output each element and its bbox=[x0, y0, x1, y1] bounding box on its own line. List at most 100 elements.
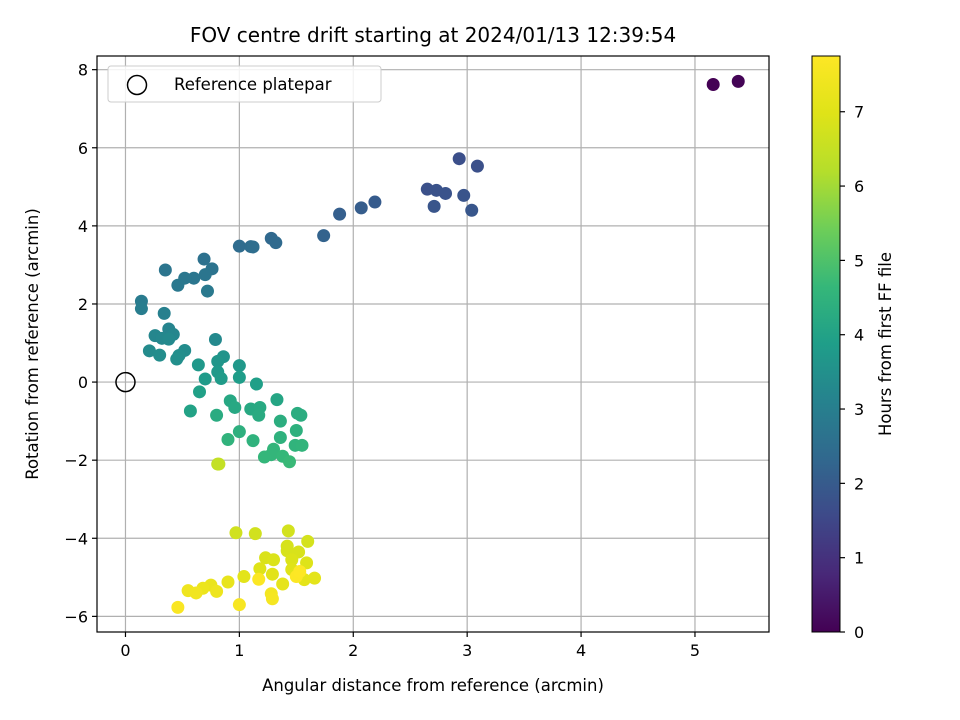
data-point bbox=[232, 239, 246, 253]
data-point bbox=[452, 152, 466, 166]
y-tick-label: 6 bbox=[78, 139, 88, 158]
data-point bbox=[142, 344, 156, 358]
legend-entry: Reference platepar bbox=[174, 75, 332, 94]
reference-marker-group bbox=[115, 371, 136, 393]
colorbar-tick-label: 4 bbox=[854, 326, 864, 345]
data-point bbox=[731, 74, 745, 88]
colorbar-label: Hours from first FF file bbox=[876, 252, 895, 436]
colorbar-ticks: 0 1 2 3 4 5 6 7 bbox=[840, 103, 864, 642]
data-point bbox=[232, 598, 246, 612]
data-point bbox=[257, 450, 271, 464]
data-point bbox=[294, 408, 308, 422]
data-point bbox=[267, 553, 281, 567]
colorbar-frame bbox=[811, 55, 841, 633]
data-point bbox=[270, 393, 284, 407]
data-point bbox=[162, 332, 176, 346]
data-point bbox=[285, 553, 299, 567]
data-point bbox=[427, 199, 441, 213]
data-point bbox=[470, 159, 484, 173]
data-point bbox=[265, 592, 279, 606]
grid-lines bbox=[97, 56, 769, 632]
data-point bbox=[273, 431, 287, 445]
data-point bbox=[333, 207, 347, 221]
data-point bbox=[457, 188, 471, 202]
data-point bbox=[210, 408, 224, 422]
x-tick-label: 3 bbox=[462, 641, 472, 660]
data-point bbox=[269, 236, 283, 250]
data-point bbox=[706, 78, 720, 92]
data-point bbox=[276, 577, 290, 591]
data-point bbox=[293, 564, 307, 578]
legend: Reference platepar bbox=[107, 65, 382, 103]
data-point bbox=[354, 201, 368, 215]
data-point bbox=[200, 284, 214, 298]
data-point bbox=[317, 229, 331, 243]
data-point bbox=[229, 526, 243, 540]
data-point bbox=[232, 425, 246, 439]
chart-title: FOV centre drift starting at 2024/01/13 … bbox=[190, 23, 676, 47]
data-point bbox=[249, 377, 263, 391]
data-point bbox=[232, 359, 246, 373]
data-point bbox=[214, 372, 228, 386]
colorbar-tick-label: 2 bbox=[854, 474, 864, 493]
legend-box bbox=[107, 65, 382, 103]
data-point bbox=[183, 404, 197, 418]
data-point bbox=[189, 586, 203, 600]
plot-frame bbox=[96, 55, 770, 633]
x-axis-label: Angular distance from reference (arcmin) bbox=[262, 676, 604, 695]
data-point bbox=[246, 434, 260, 448]
data-point bbox=[171, 278, 185, 292]
data-point bbox=[289, 423, 303, 437]
data-point bbox=[157, 306, 171, 320]
y-tick-label: 0 bbox=[78, 373, 88, 392]
data-point bbox=[134, 302, 148, 316]
y-tick-label: −6 bbox=[64, 607, 88, 626]
colorbar-tick-label: 0 bbox=[854, 623, 864, 642]
colorbar-tick-label: 1 bbox=[854, 549, 864, 568]
x-tick-label: 2 bbox=[348, 641, 358, 660]
y-tick-label: −2 bbox=[64, 451, 88, 470]
data-point bbox=[187, 271, 201, 285]
data-point bbox=[439, 186, 453, 200]
data-point bbox=[465, 203, 479, 217]
data-point bbox=[265, 567, 279, 581]
colorbar bbox=[812, 56, 840, 632]
data-point bbox=[301, 534, 315, 548]
data-point bbox=[158, 263, 172, 277]
data-point bbox=[232, 370, 246, 384]
data-point bbox=[252, 408, 266, 422]
y-tick-label: 4 bbox=[78, 217, 88, 236]
y-tick-label: 2 bbox=[78, 295, 88, 314]
data-point bbox=[171, 600, 185, 614]
data-point bbox=[211, 354, 225, 368]
x-tick-label: 1 bbox=[234, 641, 244, 660]
y-axis-label: Rotation from reference (arcmin) bbox=[23, 208, 42, 480]
data-point bbox=[193, 385, 207, 399]
data-point bbox=[253, 562, 267, 576]
data-point bbox=[198, 268, 212, 282]
data-point bbox=[273, 414, 287, 428]
data-point bbox=[208, 333, 222, 347]
colorbar-tick-label: 6 bbox=[854, 177, 864, 196]
data-point bbox=[228, 400, 242, 414]
data-point bbox=[210, 584, 224, 598]
legend-marker bbox=[126, 74, 148, 96]
data-point bbox=[246, 240, 260, 254]
x-tick-label: 5 bbox=[690, 641, 700, 660]
data-point bbox=[252, 572, 266, 586]
data-point bbox=[281, 524, 295, 538]
data-point bbox=[308, 571, 322, 585]
data-point bbox=[237, 570, 251, 584]
data-point bbox=[221, 575, 235, 589]
data-point bbox=[221, 432, 235, 446]
data-point bbox=[212, 457, 226, 471]
x-tick-label: 0 bbox=[120, 641, 130, 660]
colorbar-tick-label: 3 bbox=[854, 400, 864, 419]
data-point bbox=[295, 438, 309, 452]
data-point bbox=[282, 455, 296, 469]
colorbar-tick-label: 7 bbox=[854, 103, 864, 122]
data-point bbox=[191, 358, 205, 372]
reference-point-marker bbox=[115, 371, 136, 393]
data-points bbox=[134, 74, 745, 614]
